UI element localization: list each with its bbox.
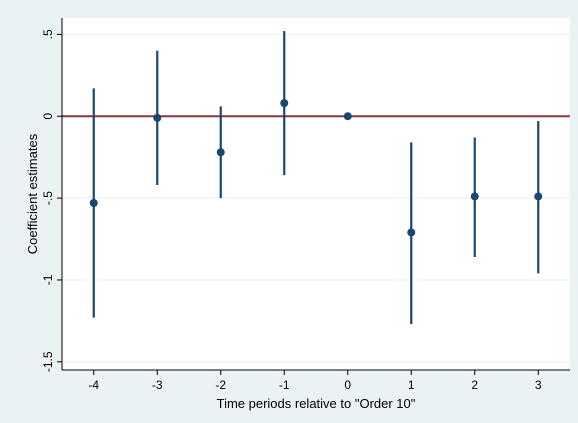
plot-area [62,18,570,370]
point-estimate [407,228,416,237]
point-estimate [470,192,479,201]
point-estimate [89,199,98,208]
x-tick-label: -4 [88,378,99,392]
y-tick-label: 0 [41,113,55,120]
point-estimate [216,148,225,157]
x-tick-label: 2 [471,378,478,392]
x-tick-label: -3 [152,378,163,392]
y-tick-label: .5 [41,29,55,39]
y-tick-label: -1 [41,274,55,285]
x-tick-label: 3 [535,378,542,392]
point-estimate [534,192,543,201]
x-tick-label: 1 [408,378,415,392]
y-tick-label: -.5 [41,191,55,205]
x-tick-label: 0 [344,378,351,392]
y-axis-label: Coefficient estimates [25,133,40,254]
x-tick-label: -1 [279,378,290,392]
x-tick-label: -2 [215,378,226,392]
axis-layer: .5 0 -.5 -1 -1.5 -4 -3 -2 -1 0 1 2 3 [41,18,570,392]
point-estimate [280,99,289,108]
point-estimate [343,112,352,121]
y-tick-label: -1.5 [41,351,55,372]
x-axis-label: Time periods relative to "Order 10" [217,396,416,411]
point-estimate [153,113,162,122]
point-layer [89,99,543,237]
